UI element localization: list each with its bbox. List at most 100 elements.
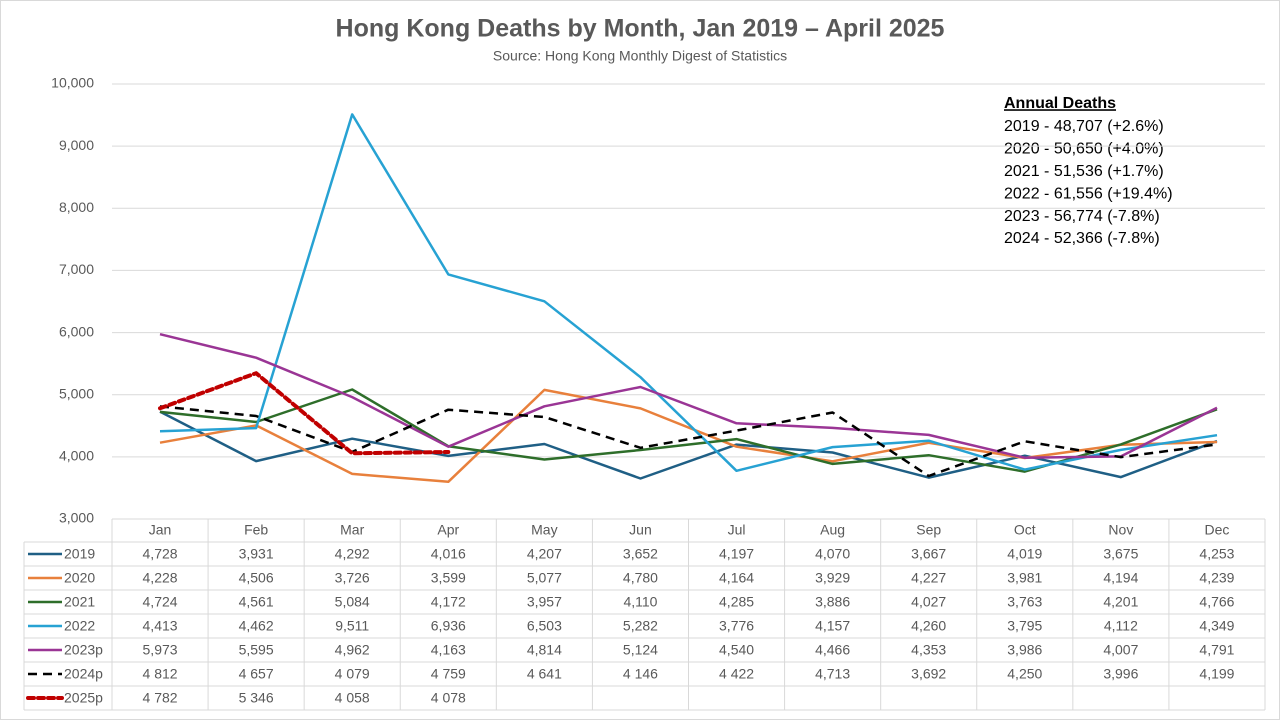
- x-tick-label: Aug: [820, 522, 845, 538]
- data-label: 4 782: [143, 690, 178, 706]
- data-label: 4,227: [911, 570, 946, 586]
- data-label: 4 079: [335, 666, 370, 682]
- data-label: 4,163: [431, 642, 466, 658]
- data-label: 4,713: [815, 666, 850, 682]
- data-label: 4,250: [1007, 666, 1042, 682]
- data-label: 4,201: [1103, 594, 1138, 610]
- series-line: [159, 332, 1218, 459]
- data-label: 4,199: [1199, 666, 1234, 682]
- data-label: 4,239: [1199, 570, 1234, 586]
- legend-label: 2019: [64, 546, 95, 562]
- x-tick-label: Jul: [728, 522, 746, 538]
- data-label: 4,285: [719, 594, 754, 610]
- y-tick-label: 3,000: [59, 510, 94, 526]
- data-label: 3,599: [431, 570, 466, 586]
- data-label: 4,292: [335, 546, 370, 562]
- annotation-line: 2021 - 51,536 (+1.7%): [1004, 163, 1164, 180]
- data-label: 5,077: [527, 570, 562, 586]
- data-label: 4,070: [815, 546, 850, 562]
- series-line: [159, 405, 1218, 478]
- data-label: 4 078: [431, 690, 466, 706]
- annotation-line: 2019 - 48,707 (+2.6%): [1004, 118, 1164, 135]
- data-label: 4,019: [1007, 546, 1042, 562]
- x-tick-label: Mar: [340, 522, 364, 538]
- data-label: 3,692: [911, 666, 946, 682]
- data-label: 4,791: [1199, 642, 1234, 658]
- data-label: 4,027: [911, 594, 946, 610]
- data-label: 5,084: [335, 594, 370, 610]
- data-label: 4,466: [815, 642, 850, 658]
- data-label: 3,652: [623, 546, 658, 562]
- data-label: 3,981: [1007, 570, 1042, 586]
- data-label: 4,164: [719, 570, 754, 586]
- legend-label: 2025p: [64, 690, 103, 706]
- data-label: 4,561: [239, 594, 274, 610]
- data-label: 4,194: [1103, 570, 1138, 586]
- data-label: 4,724: [143, 594, 178, 610]
- y-tick-label: 9,000: [59, 137, 94, 153]
- data-label: 4,413: [143, 618, 178, 634]
- data-label: 4,157: [815, 618, 850, 634]
- data-label: 4,766: [1199, 594, 1234, 610]
- data-label: 4,112: [1104, 618, 1138, 634]
- data-label: 3,957: [527, 594, 562, 610]
- legend-label: 2024p: [64, 666, 103, 682]
- y-tick-label: 4,000: [59, 448, 94, 464]
- data-label: 3,667: [911, 546, 946, 562]
- data-label: 3,726: [335, 570, 370, 586]
- data-label: 4 146: [623, 666, 658, 682]
- series-line: [159, 410, 1218, 480]
- data-label: 4,506: [239, 570, 274, 586]
- data-label: 3,996: [1103, 666, 1138, 682]
- legend-label: 2021: [64, 594, 95, 610]
- data-label: 4 422: [719, 666, 754, 682]
- data-label: 4 759: [431, 666, 466, 682]
- data-label: 4,540: [719, 642, 754, 658]
- annotation-line: 2024 - 52,366 (-7.8%): [1004, 230, 1160, 247]
- legend-label: 2022: [64, 618, 95, 634]
- x-tick-label: Sep: [916, 522, 941, 538]
- series-line: [159, 388, 1218, 484]
- data-label: 4,353: [911, 642, 946, 658]
- data-label: 4 641: [527, 666, 562, 682]
- data-label: 4,207: [527, 546, 562, 562]
- data-label: 4,260: [911, 618, 946, 634]
- series-line: [159, 113, 1218, 473]
- series-line: [158, 371, 451, 456]
- data-label: 3,931: [239, 546, 274, 562]
- data-label: 3,776: [719, 618, 754, 634]
- x-tick-label: Apr: [437, 522, 459, 538]
- data-label: 4,962: [335, 642, 370, 658]
- data-label: 4,814: [527, 642, 562, 658]
- legend-label: 2020: [64, 570, 95, 586]
- data-label: 3,675: [1103, 546, 1138, 562]
- y-tick-label: 7,000: [59, 261, 94, 277]
- data-label: 9,511: [335, 618, 369, 634]
- y-tick-label: 5,000: [59, 385, 94, 401]
- data-label: 4 058: [335, 690, 370, 706]
- data-label: 4,780: [623, 570, 658, 586]
- annotation-line: 2022 - 61,556 (+19.4%): [1004, 185, 1173, 202]
- data-label: 5,282: [623, 618, 658, 634]
- x-tick-label: Oct: [1014, 522, 1036, 538]
- data-label: 4,110: [623, 594, 657, 610]
- x-tick-label: Jun: [629, 522, 652, 538]
- x-tick-label: Jan: [149, 522, 172, 538]
- chart-title: Hong Kong Deaths by Month, Jan 2019 – Ap…: [336, 15, 945, 43]
- data-label: 6,503: [527, 618, 562, 634]
- x-tick-label: Dec: [1205, 522, 1230, 538]
- y-tick-label: 10,000: [51, 75, 94, 91]
- data-label: 3,795: [1007, 618, 1042, 634]
- data-label: 4 657: [239, 666, 274, 682]
- data-label: 4,253: [1199, 546, 1234, 562]
- data-label: 5,595: [239, 642, 274, 658]
- data-label: 4,172: [431, 594, 466, 610]
- annotation: Annual Deaths 2019 - 48,707 (+2.6%) 2020 -…: [1004, 95, 1173, 247]
- data-label: 4,228: [143, 570, 178, 586]
- x-tick-label: May: [531, 522, 557, 538]
- data-label: 3,929: [815, 570, 850, 586]
- data-label: 3,986: [1007, 642, 1042, 658]
- data-label: 4,016: [431, 546, 466, 562]
